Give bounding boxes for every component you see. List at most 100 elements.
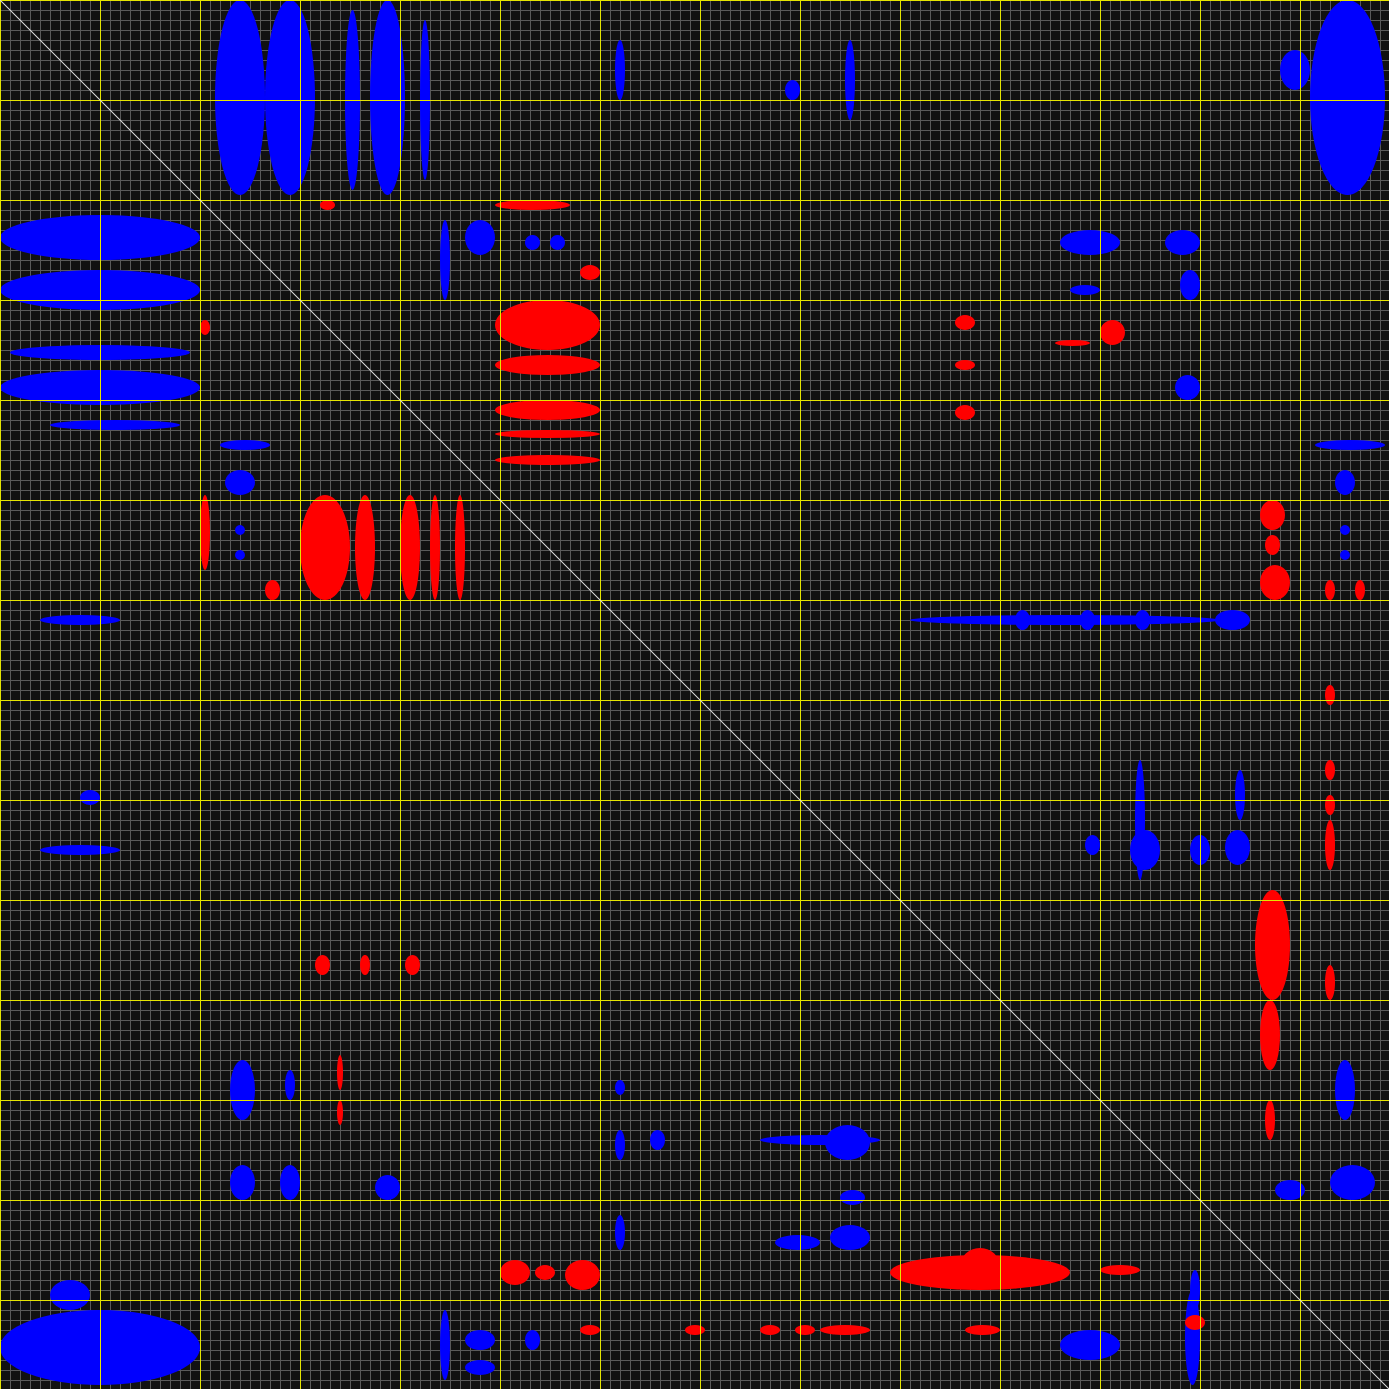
positive-region [1235, 770, 1245, 820]
negative-region [965, 1325, 1000, 1335]
positive-region [615, 1080, 625, 1095]
negative-region [685, 1325, 705, 1335]
negative-region [1325, 820, 1335, 870]
positive-region [235, 525, 245, 535]
negative-region [495, 300, 600, 350]
negative-region [1325, 795, 1335, 815]
positive-region [465, 1360, 495, 1375]
negative-region [535, 1265, 555, 1280]
positive-region [1015, 610, 1030, 630]
negative-region [337, 1055, 343, 1090]
positive-region [615, 1215, 625, 1250]
positive-region [1185, 1290, 1200, 1385]
positive-region [1340, 525, 1350, 535]
positive-region [825, 1125, 870, 1160]
positive-region [230, 1060, 255, 1120]
positive-region [1335, 470, 1355, 495]
positive-region [1225, 830, 1250, 865]
negative-region [1055, 340, 1090, 346]
positive-region [40, 845, 120, 855]
positive-region [1340, 550, 1350, 560]
negative-region [1325, 580, 1335, 600]
positive-region [550, 235, 565, 250]
positive-region [285, 1070, 295, 1100]
negative-region [1260, 1000, 1280, 1070]
positive-region [215, 0, 265, 195]
negative-region [960, 1248, 1000, 1285]
negative-region [455, 495, 465, 600]
positive-region [440, 1310, 450, 1380]
negative-region [955, 405, 975, 420]
negative-region [315, 955, 330, 975]
negative-region [300, 495, 350, 600]
positive-region [1080, 610, 1095, 630]
positive-region [375, 1175, 400, 1200]
positive-region [465, 220, 495, 255]
negative-region [495, 430, 600, 438]
negative-region [580, 1325, 600, 1335]
positive-region [235, 550, 245, 560]
negative-region [1100, 320, 1125, 345]
positive-region [1280, 50, 1310, 90]
positive-region [265, 0, 315, 195]
positive-region [1180, 270, 1200, 300]
positive-region [785, 80, 800, 100]
positive-region [1215, 610, 1250, 630]
positive-region [1310, 0, 1385, 195]
positive-region [910, 615, 1220, 625]
negative-region [360, 955, 370, 975]
negative-region [1100, 1265, 1140, 1275]
positive-region [830, 1225, 870, 1250]
positive-region [230, 1165, 255, 1200]
negative-region [1185, 1315, 1205, 1330]
negative-region [820, 1325, 870, 1335]
negative-region [1260, 565, 1290, 600]
positive-region [440, 220, 450, 300]
negative-region [1260, 500, 1285, 530]
negative-region [200, 320, 210, 335]
positive-region [1335, 1060, 1355, 1120]
positive-region [525, 235, 540, 250]
negative-region [955, 315, 975, 330]
negative-region [1325, 965, 1335, 1000]
positive-region [1060, 230, 1120, 255]
positive-region [1190, 1270, 1200, 1310]
negative-region [1355, 580, 1365, 600]
positive-region [650, 1130, 665, 1150]
positive-region [615, 1130, 625, 1160]
positive-region [1060, 1330, 1120, 1360]
positive-region [1165, 230, 1200, 255]
negative-region [1325, 760, 1335, 780]
negative-region [430, 495, 440, 600]
positive-region [1130, 830, 1160, 870]
positive-region [1085, 835, 1100, 855]
positive-region [1330, 1165, 1375, 1200]
positive-region [225, 470, 255, 495]
positive-region [1135, 760, 1145, 880]
negative-region [405, 955, 420, 975]
positive-region [615, 40, 625, 100]
positive-region [775, 1235, 820, 1250]
negative-region [955, 360, 975, 370]
positive-region [40, 615, 120, 625]
negative-region [795, 1325, 815, 1335]
negative-region [565, 1260, 600, 1290]
positive-region [50, 420, 180, 430]
positive-region [840, 1190, 865, 1205]
negative-region [1265, 535, 1280, 555]
negative-region [1325, 685, 1335, 705]
positive-region [280, 1165, 300, 1200]
positive-region [845, 40, 855, 120]
negative-region [1255, 890, 1290, 1000]
positive-region [1275, 1180, 1305, 1200]
negative-region [495, 455, 600, 465]
negative-region [355, 495, 375, 600]
positive-region [1175, 375, 1200, 400]
negative-region [200, 495, 210, 570]
negative-region [337, 1100, 343, 1125]
negative-region [495, 355, 600, 375]
negative-region [495, 200, 570, 210]
